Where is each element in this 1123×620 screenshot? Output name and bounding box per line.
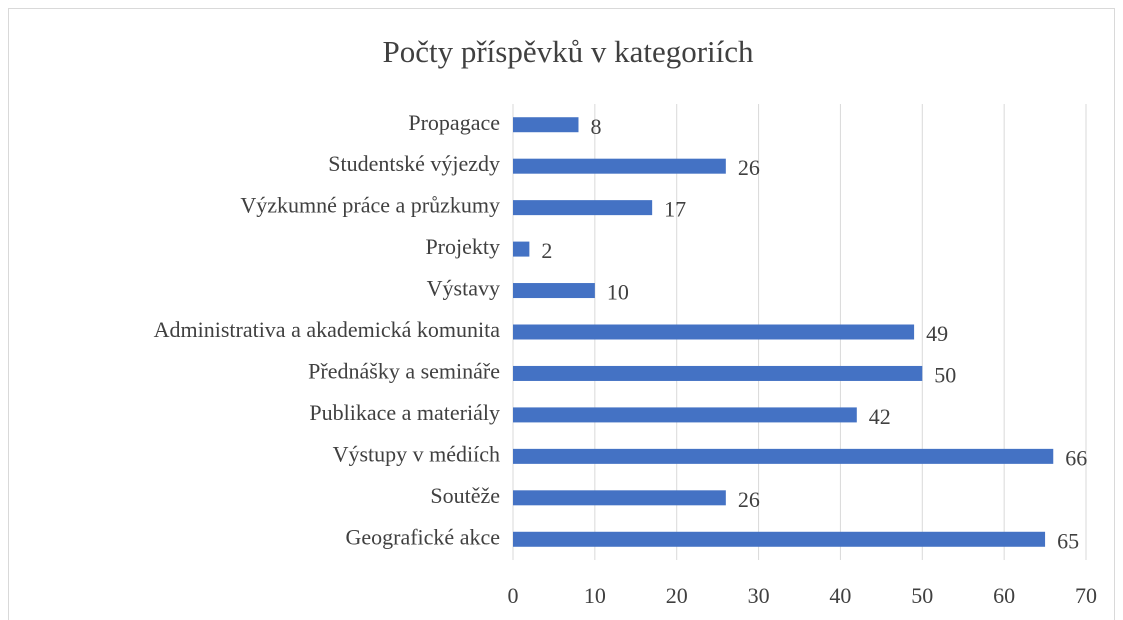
x-tick-label: 50 [911,583,933,608]
data-label: 8 [590,114,601,139]
bar [513,490,726,506]
bar [513,241,530,257]
x-tick-label: 60 [993,583,1015,608]
data-label: 26 [738,155,760,180]
bar [513,283,595,299]
x-tick-label: 70 [1075,583,1097,608]
y-tick-label: Studentské výjezdy [328,151,500,176]
y-tick-label: Publikace a materiály [309,400,500,425]
chart-frame [8,8,1115,620]
y-tick-label: Projekty [425,234,500,259]
x-tick-label: 20 [666,583,688,608]
bar [513,158,726,174]
data-label: 17 [664,197,686,222]
data-label: 2 [541,238,552,263]
bar [513,200,653,216]
x-tick-label: 0 [508,583,519,608]
y-tick-label: Výstavy [427,276,500,301]
x-tick-label: 40 [829,583,851,608]
y-tick-label: Výstupy v médiích [333,441,500,466]
y-tick-label: Propagace [408,110,500,135]
bar [513,324,915,340]
data-label: 49 [926,321,948,346]
bar [513,407,857,423]
y-tick-label: Výzkumné práce a průzkumy [240,193,500,218]
bar [513,365,923,381]
data-label: 50 [934,363,956,388]
bar [513,531,1046,547]
x-tick-label: 10 [584,583,606,608]
y-tick-label: Přednášky a semináře [308,359,500,384]
bar [513,448,1054,464]
y-tick-label: Geografické akce [345,524,500,549]
bar [513,117,579,133]
y-tick-label: Soutěže [430,483,500,508]
data-label: 26 [738,487,760,512]
y-tick-label: Administrativa a akademická komunita [154,317,501,342]
data-label: 10 [607,280,629,305]
chart-title: Počty příspěvků v kategoriích [382,34,754,69]
data-label: 42 [869,404,891,429]
data-label: 66 [1065,445,1087,470]
x-tick-label: 30 [748,583,770,608]
data-label: 65 [1057,528,1079,553]
